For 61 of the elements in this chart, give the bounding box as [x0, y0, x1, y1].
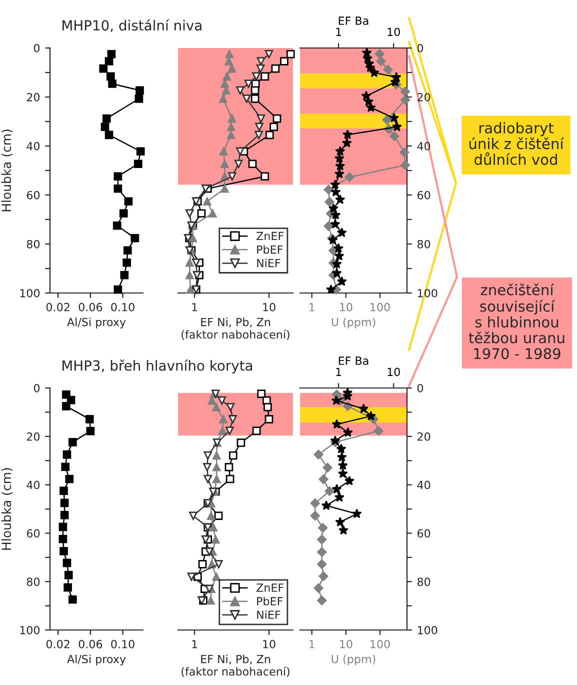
text: radiobaryt únik z čištění důlních vod [469, 122, 564, 166]
y-tick-label: 0 [34, 44, 40, 52]
x-axis-title: Al/Si proxy [67, 318, 126, 328]
x-tick-label: 0.06 [78, 640, 102, 648]
x-axis-title: EF Ba [338, 16, 368, 25]
x-axis-title: U (ppm) [332, 318, 376, 328]
y-tick-label: 40 [417, 480, 430, 490]
x-tick-label: 0.02 [46, 302, 70, 312]
x-tick-label: 1 [310, 640, 314, 648]
x-tick-label: 1 [336, 368, 342, 376]
x-tick-label: 1 [310, 303, 314, 312]
legend-label: PbEF [257, 245, 283, 254]
y-tick-label: 60 [26, 190, 40, 200]
y-tick-label: 60 [418, 529, 430, 538]
y-tick-label: 20 [26, 92, 40, 102]
chart-title: MHP10, distální niva [62, 19, 202, 32]
y-tick-label: 80 [26, 578, 40, 586]
y-axis-title: Hloubka (cm) [1, 468, 13, 550]
y-tick-label: 40 [417, 142, 430, 150]
y-tick-label: 80 [417, 240, 430, 248]
y-tick-label: 20 [26, 432, 40, 441]
x-tick-label: 10 [263, 640, 276, 648]
x-tick-label: 10 [340, 302, 352, 312]
y-tick-label: 100 [418, 626, 438, 634]
x-axis-title: EF Ba [338, 356, 368, 365]
x-tick-label: 0.02 [46, 640, 70, 648]
x-tick-label: 0.10 [111, 640, 134, 648]
y-tick-label: 80 [26, 240, 40, 248]
x-tick-label: 1 [192, 303, 198, 312]
x-tick-label: 100 [370, 302, 390, 312]
x-tick-label: 0.06 [78, 302, 102, 312]
y-tick-label: 40 [26, 142, 40, 150]
text: znečištění související s hlubinnou těžbou uranu 1970 - 1989 [468, 283, 564, 360]
y-tick-label: 0 [34, 384, 40, 392]
legend-label: ZnEF [256, 232, 284, 240]
x-tick-label: 1 [192, 640, 198, 648]
x-axis-title: Al/Si proxy [67, 654, 126, 666]
y-tick-label: 40 [26, 480, 40, 490]
x-tick-label: 10 [340, 640, 352, 648]
x-axis-title: U (ppm) [332, 654, 376, 666]
y-tick-label: 0 [417, 384, 424, 392]
y-tick-label: 100 [20, 288, 40, 298]
legend-label: NiEF [257, 258, 280, 268]
y-tick-label: 20 [418, 432, 430, 441]
x-tick-label: 10 [388, 28, 400, 36]
x-tick-label: 1 [336, 28, 342, 36]
y-tick-label: 60 [418, 190, 430, 200]
legend-label: NiEF [257, 610, 280, 619]
legend-label: PbEF [257, 596, 283, 606]
x-axis-title: EF Ni, Pb, Zn (faktor nabohacení) [182, 318, 290, 340]
y-tick-label: 100 [20, 626, 40, 634]
x-tick-label: 100 [370, 640, 390, 648]
y-tick-label: 60 [26, 529, 40, 538]
x-axis-title: EF Ni, Pb, Zn (faktor nabohacení) [182, 654, 290, 677]
x-tick-label: 10 [263, 302, 276, 312]
x-tick-label: 10 [388, 368, 400, 376]
legend-label: ZnEF [256, 584, 284, 592]
chart-title: MHP3, břeh hlavního koryta [62, 359, 252, 374]
y-tick-label: 80 [417, 578, 430, 586]
y-axis-title: Hloubka (cm) [1, 130, 13, 212]
x-tick-label: 0.10 [111, 302, 134, 312]
